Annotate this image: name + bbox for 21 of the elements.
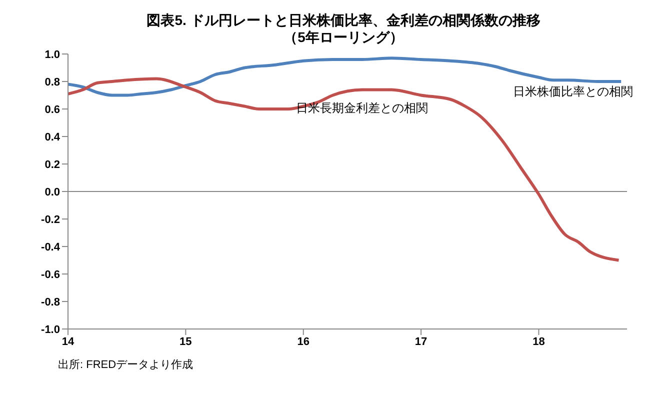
- series-label: 日米長期金利差との相関: [296, 100, 428, 115]
- y-tick-label: -1.0: [41, 324, 60, 336]
- x-tick-label: 18: [532, 336, 545, 348]
- chart-title: 図表5. ドル円レートと日米株価比率、金利差の相関係数の推移: [146, 12, 542, 29]
- y-tick-label: 0.8: [44, 76, 60, 88]
- x-tick-label: 14: [62, 336, 75, 348]
- y-tick-label: 0.4: [44, 131, 61, 144]
- y-tick-label: -0.6: [41, 268, 60, 281]
- y-tick-label: 0.6: [44, 104, 60, 116]
- x-tick-label: 17: [414, 336, 428, 348]
- y-tick-label: -0.8: [41, 296, 60, 308]
- text: 出所: FREDデータより作成: [58, 358, 194, 372]
- y-tick-label: -0.2: [41, 214, 60, 226]
- x-tick-label: 15: [180, 336, 192, 348]
- series-label: 日米株価比率との相関: [513, 84, 634, 98]
- x-tick-label: 16: [297, 336, 310, 348]
- y-tick-label: 1.0: [44, 48, 60, 61]
- y-tick-label: -0.4: [41, 241, 61, 254]
- y-tick-label: 0.2: [44, 158, 60, 171]
- y-tick-label: 0.0: [44, 186, 60, 198]
- chart-subtitle: （5年ローリング）: [282, 29, 404, 46]
